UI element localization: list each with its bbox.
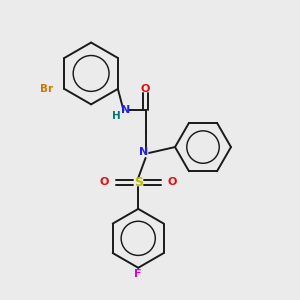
Text: H: H bbox=[112, 110, 121, 121]
Text: S: S bbox=[134, 176, 143, 189]
Text: N: N bbox=[140, 147, 149, 157]
Text: O: O bbox=[99, 177, 109, 188]
Text: F: F bbox=[134, 269, 142, 279]
Text: N: N bbox=[121, 105, 130, 115]
Text: Br: Br bbox=[40, 84, 53, 94]
Text: O: O bbox=[141, 84, 150, 94]
Text: O: O bbox=[168, 177, 177, 188]
